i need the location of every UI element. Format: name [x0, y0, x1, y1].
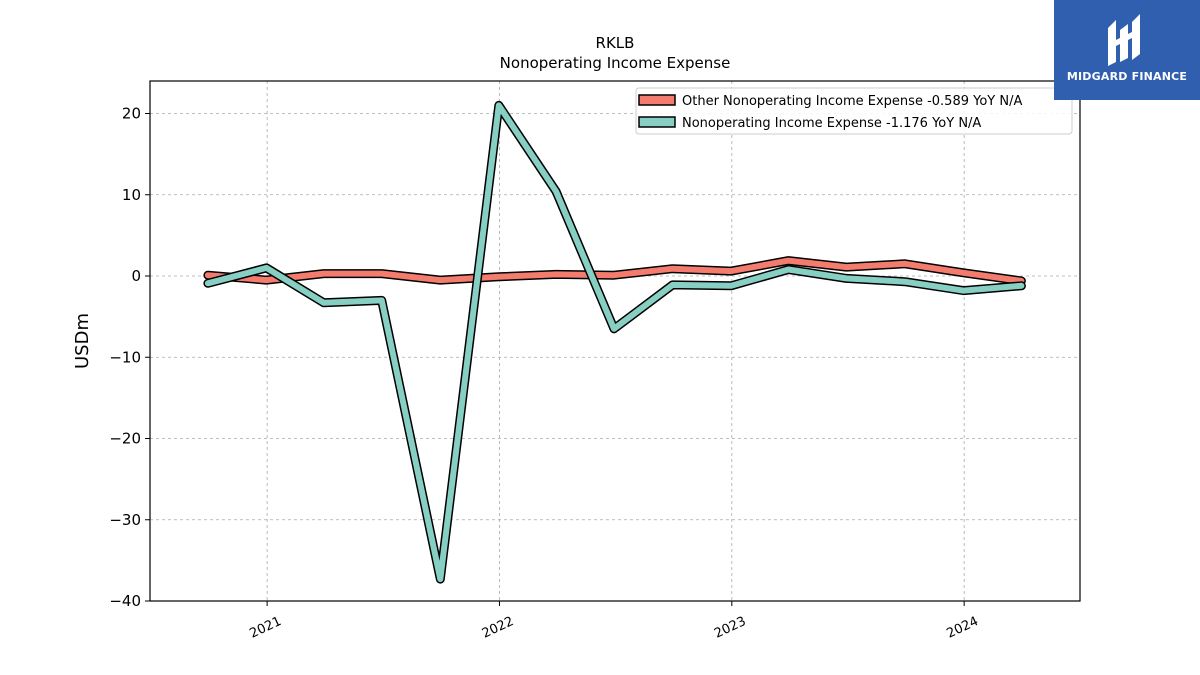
y-tick-label: 0	[131, 267, 141, 285]
legend-label: Nonoperating Income Expense -1.176 YoY N…	[682, 116, 981, 131]
y-tick-label: −10	[109, 348, 141, 366]
series-outline	[203, 100, 1026, 584]
y-axis-label: USDm	[72, 313, 93, 369]
y-tick-label: 20	[122, 105, 141, 123]
x-tick-label: 2024	[945, 614, 981, 642]
legend-label: Other Nonoperating Income Expense -0.589…	[682, 94, 1022, 109]
series-layer	[203, 100, 1026, 584]
logo-text: MIDGARD FINANCE	[1066, 70, 1188, 83]
x-tick-label: 2023	[712, 614, 748, 642]
chart-title: RKLB	[596, 34, 635, 52]
legend-swatch	[638, 116, 676, 128]
plot-frame	[149, 80, 1081, 602]
y-tick-label: 10	[122, 186, 141, 204]
y-tick-label: −20	[109, 430, 141, 448]
grid	[150, 81, 1080, 602]
x-tick-label: 2021	[247, 614, 283, 642]
y-tick-label: −30	[109, 511, 141, 529]
logo-mark-icon	[1108, 14, 1140, 66]
series-line	[204, 102, 1025, 583]
x-tick-label: 2022	[480, 614, 516, 642]
legend-box	[635, 87, 1073, 135]
legend-swatch	[638, 94, 676, 106]
y-tick-label: −40	[109, 592, 141, 610]
legend: Other Nonoperating Income Expense -0.589…	[635, 87, 1073, 135]
chart-subtitle: Nonoperating Income Expense	[500, 54, 731, 72]
y-axis: 20 10 0 −10 −20 −30 −40	[109, 105, 150, 610]
x-axis: 2021 2022 2023 2024	[247, 601, 981, 642]
midgard-finance-logo: MIDGARD FINANCE	[1054, 0, 1200, 100]
